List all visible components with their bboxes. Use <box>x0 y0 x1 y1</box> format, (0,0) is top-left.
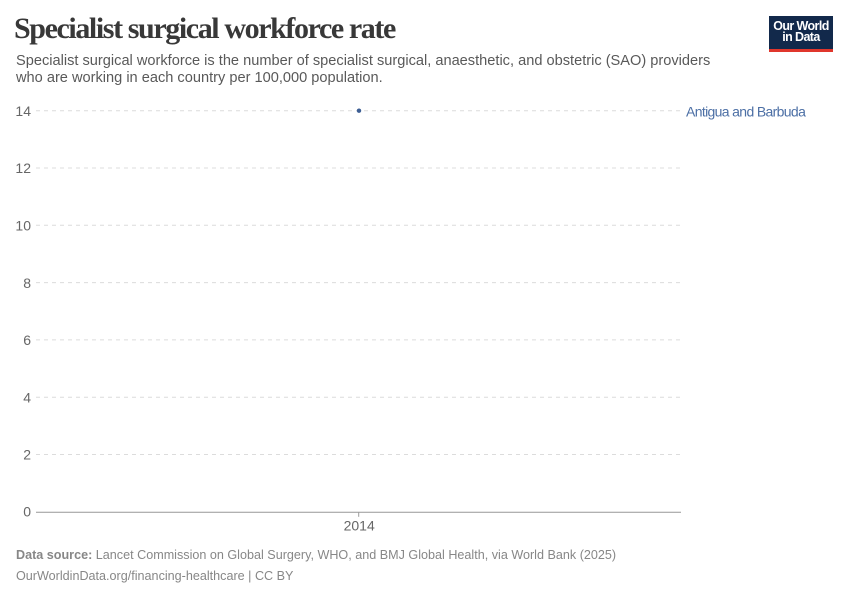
svg-text:10: 10 <box>15 218 31 234</box>
svg-text:12: 12 <box>15 160 31 176</box>
svg-text:4: 4 <box>23 389 31 405</box>
svg-text:8: 8 <box>23 275 31 291</box>
svg-text:Antigua and Barbuda: Antigua and Barbuda <box>686 103 806 119</box>
svg-text:0: 0 <box>23 503 31 519</box>
svg-text:2: 2 <box>23 447 31 463</box>
svg-text:2014: 2014 <box>344 518 375 534</box>
svg-text:6: 6 <box>23 332 31 348</box>
svg-text:14: 14 <box>15 103 31 119</box>
